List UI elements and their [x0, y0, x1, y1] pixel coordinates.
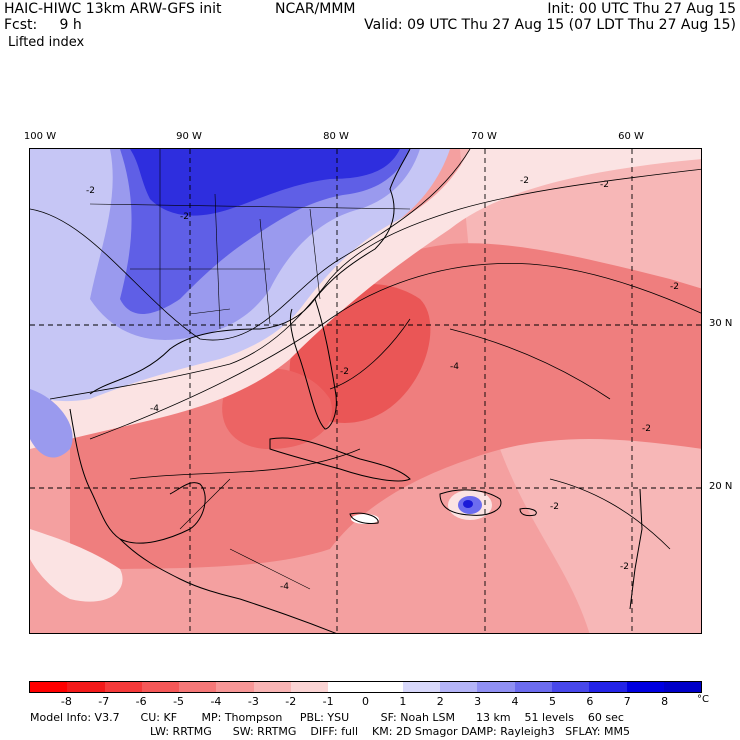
colorbar-segment [626, 682, 664, 692]
field-hispaniola-deep [463, 500, 473, 508]
colorbar-segment [67, 682, 105, 692]
colorbar-segment [365, 682, 403, 692]
colorbar-segment [402, 682, 441, 692]
lon-label-100w: 100 W [23, 131, 57, 142]
forecast-hour: Fcst: 9 h [4, 18, 82, 32]
colorbar-tick-label: -3 [247, 695, 259, 708]
contour-label: -2 [340, 367, 349, 377]
lon-label-90w: 90 W [176, 131, 202, 142]
contour-label: -2 [600, 180, 609, 190]
variable-name: Lifted index [8, 35, 85, 50]
contour-lines [30, 149, 701, 550]
colorbar-tick-label: -1 [322, 695, 334, 708]
contour-label: -2 [550, 502, 559, 512]
field-neutral-band [30, 149, 701, 449]
contour-label: -2 [670, 282, 679, 292]
colorbar-tick-label: 0 [362, 695, 369, 708]
map-panel: -2 -2 -2 -4 -2 -2 -4 -2 -2 -2 -4 -2 [29, 148, 702, 634]
field-blue-deep [130, 149, 400, 216]
field-jamaica-white [351, 514, 379, 524]
contour-label-group: -2 -2 -2 -4 -2 -2 -4 -2 -2 -2 -4 -2 [86, 176, 679, 592]
colorbar-segment [514, 682, 552, 692]
contour-label: -2 [620, 562, 629, 572]
field-neutral-sw [30, 529, 123, 602]
model-info-line2: LW: RRTMG SW: RRTMG DIFF: full KM: 2D Sm… [150, 725, 630, 738]
colorbar-segment [179, 682, 217, 692]
contour-label: -4 [150, 404, 159, 414]
model-info-line1: Model Info: V3.7 CU: KF MP: Thompson PBL… [30, 711, 624, 724]
lat-label-30n: 30 N [709, 318, 733, 329]
field-deep-red-2 [222, 368, 332, 449]
colorbar-segment [290, 682, 329, 692]
colorbar-tick-label: 5 [548, 695, 556, 708]
contour-label: -2 [86, 186, 95, 196]
lon-label-60w: 60 W [618, 131, 644, 142]
colorbar-segment [104, 682, 142, 692]
state-borders [89, 149, 411, 590]
colorbar-segment [216, 682, 254, 692]
contour-label: -4 [280, 582, 289, 592]
colorbar-tick-label: -8 [60, 695, 72, 708]
colorbar-segment [440, 682, 478, 692]
colorbar-segment [328, 682, 366, 692]
lat-label-20n: 20 N [709, 481, 733, 492]
colorbar-tick-label: -2 [285, 695, 297, 708]
colorbar-tick-label: 4 [511, 695, 519, 708]
colorbar-segment [589, 682, 627, 692]
valid-time: Valid: 09 UTC Thu 27 Aug 15 (07 LDT Thu … [364, 17, 736, 33]
coastlines [69, 149, 643, 633]
colorbar-tick-label: 1 [399, 695, 407, 708]
colorbar-tick-label: -5 [173, 695, 185, 708]
colorbar-tick-label: 7 [623, 695, 631, 708]
fcst-value: 9 h [59, 17, 82, 33]
lon-label-80w: 80 W [323, 131, 349, 142]
colorbar-segment [477, 682, 515, 692]
colorbar-tick-label: 8 [661, 695, 669, 708]
colorbar-segment [141, 682, 180, 692]
field-blue-west [30, 389, 73, 458]
colorbar-tick-label: -6 [135, 695, 147, 708]
colorbar-tick-label: 3 [474, 695, 482, 708]
contour-label: -4 [450, 362, 459, 372]
lon-label-70w: 70 W [471, 131, 497, 142]
init-time: Init: 00 UTC Thu 27 Aug 15 [547, 1, 736, 17]
contour-label: -2 [520, 176, 529, 186]
lifted-index-map: -2 -2 -2 -4 -2 -2 -4 -2 -2 -2 -4 -2 [30, 149, 701, 633]
organization-label: NCAR/MMM [275, 1, 356, 17]
colorbar-tick-label: 6 [586, 695, 594, 708]
fcst-label: Fcst: [4, 17, 38, 33]
colorbar-segment [30, 682, 68, 692]
lat-lon-grid [30, 149, 701, 633]
model-title: HAIC-HIWC 13km ARW-GFS init [4, 1, 222, 17]
colorbar-segment [663, 682, 702, 692]
colorbar-tick-label: 2 [436, 695, 444, 708]
contour-label: -2 [642, 424, 651, 434]
colorbar-tick-label: -4 [210, 695, 222, 708]
colorbar-tick-label: -7 [98, 695, 110, 708]
contour-label: -2 [180, 212, 189, 222]
colorbar-segment [253, 682, 291, 692]
colorbar-unit: °C [697, 694, 709, 705]
colorbar-segment [551, 682, 590, 692]
colorbar [29, 681, 702, 693]
